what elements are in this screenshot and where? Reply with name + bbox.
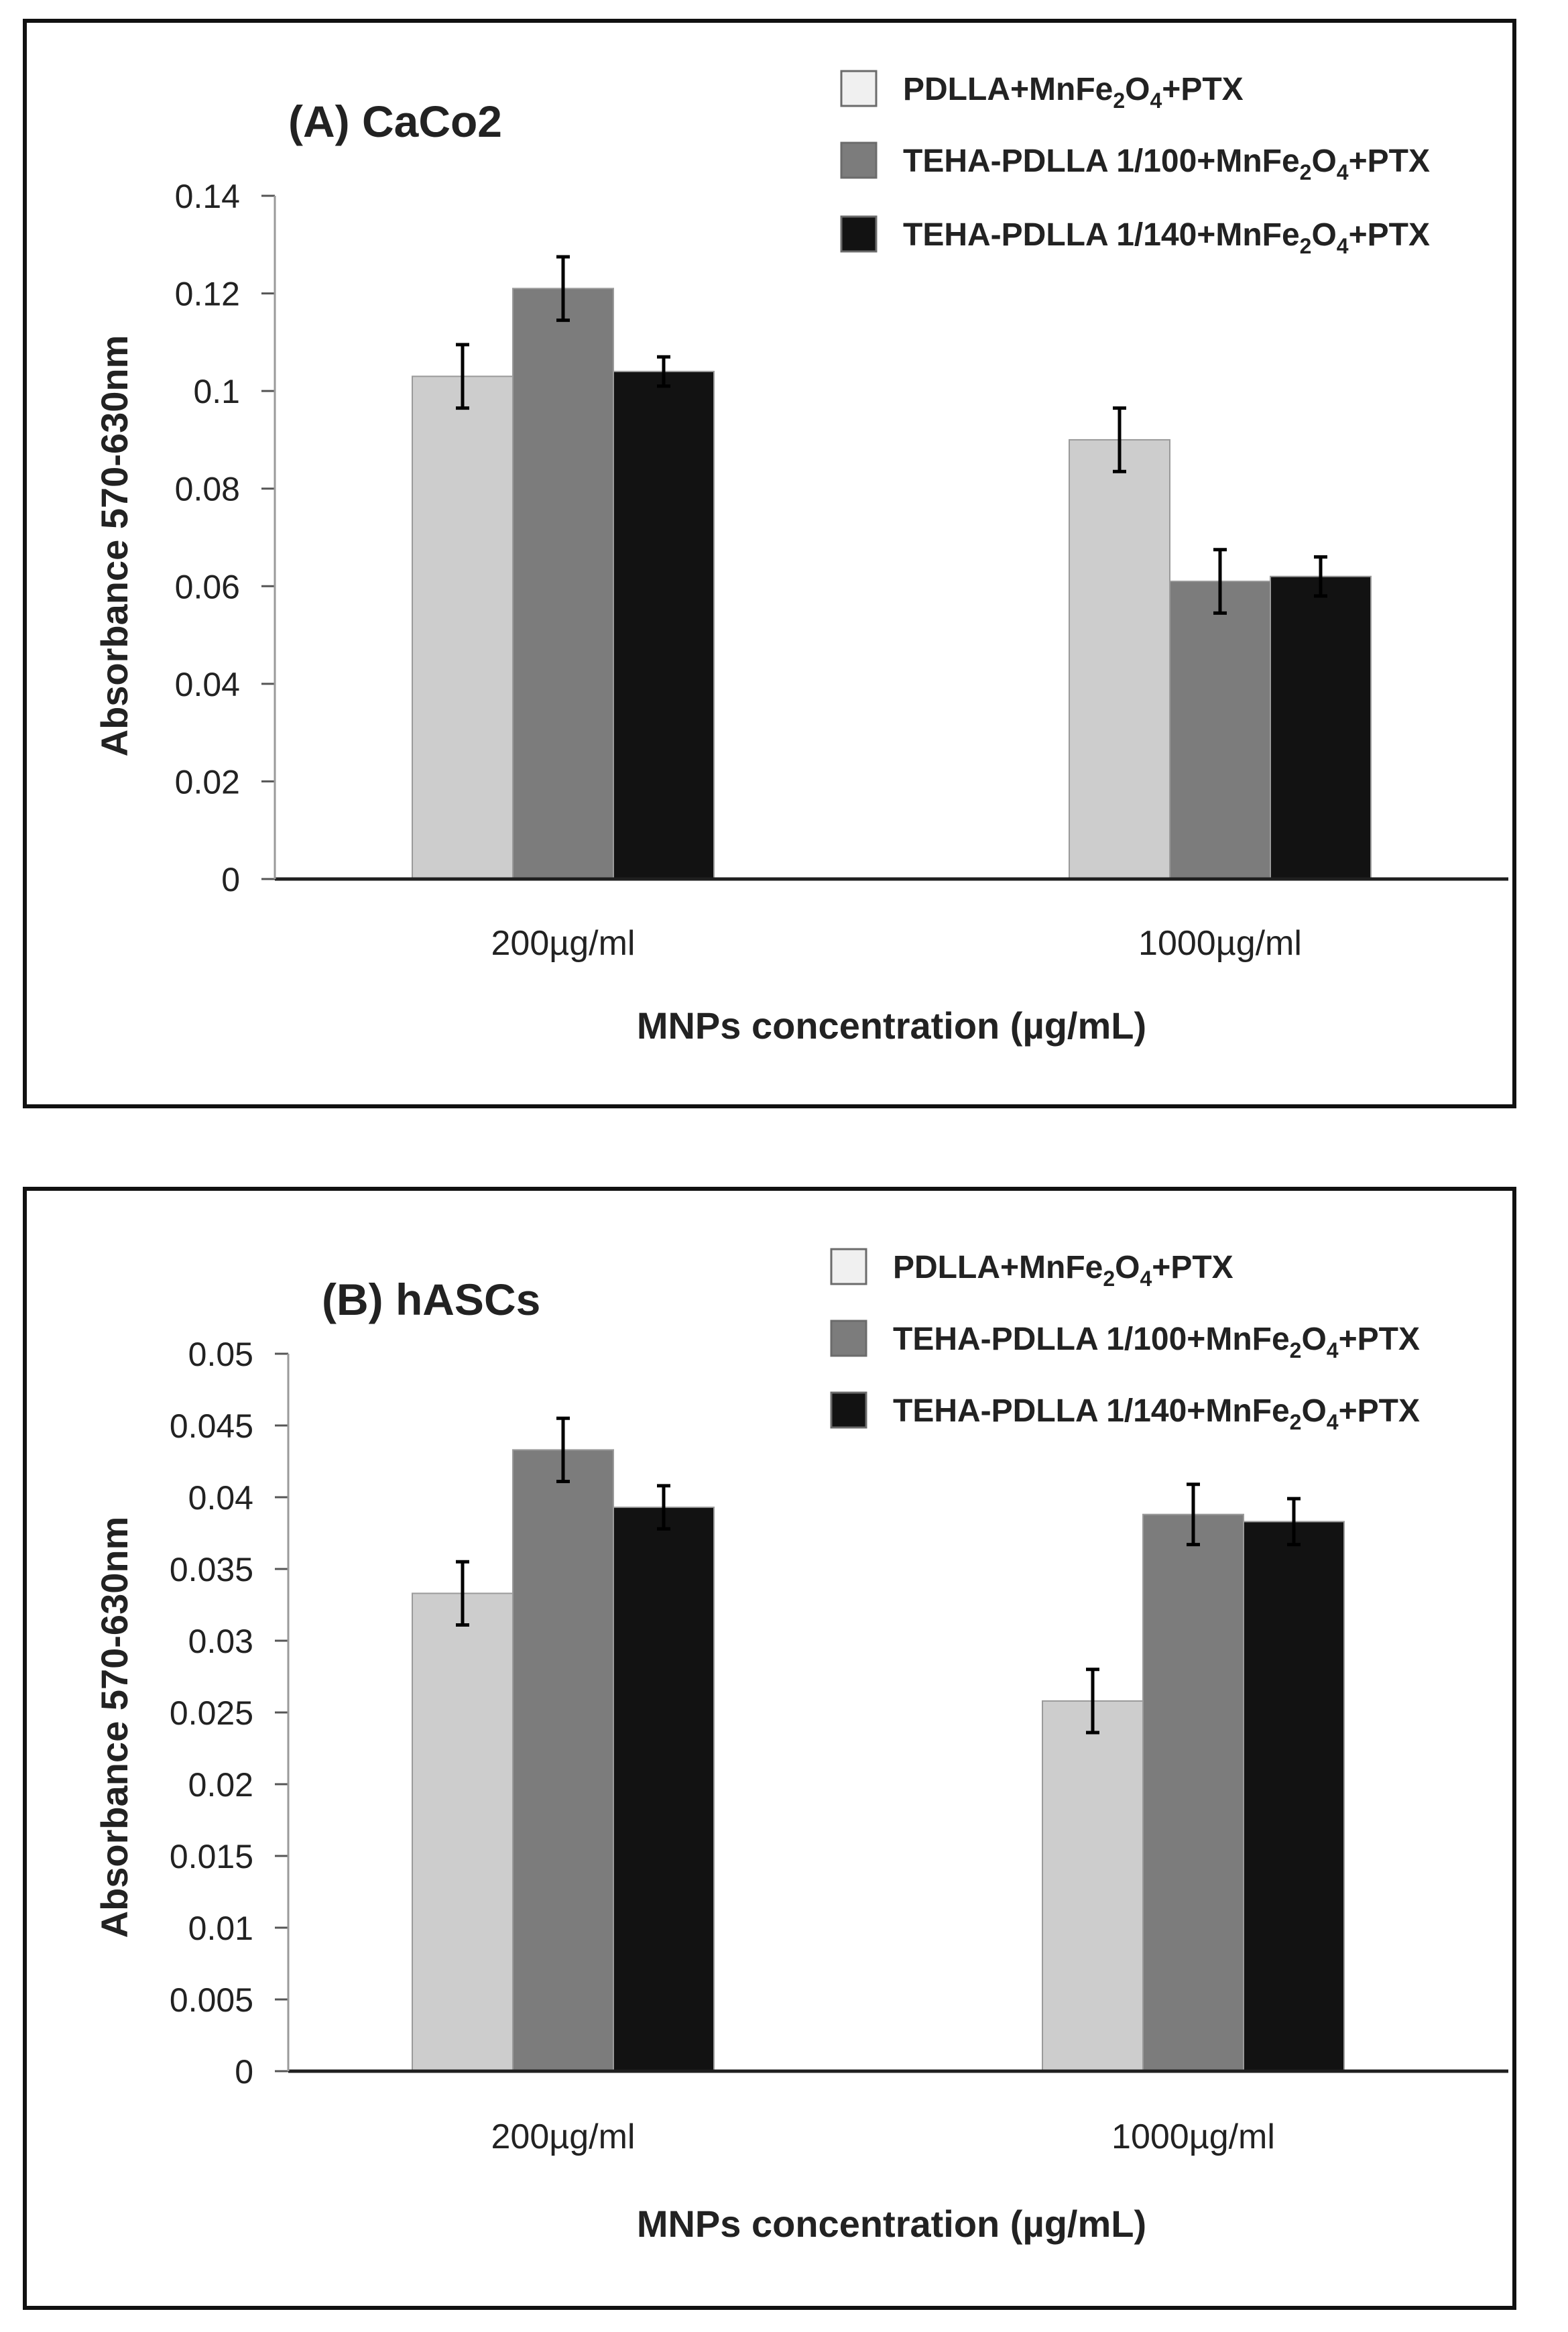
error-bar: [1213, 548, 1227, 615]
y-tick-label: 0.035: [170, 1551, 253, 1588]
y-axis-label-group: Absorbance 570-630nm: [93, 335, 135, 757]
bar-1-high: [1042, 1700, 1144, 2072]
error-bar: [1086, 1668, 1099, 1735]
legend-swatch: [830, 1320, 867, 1357]
y-tick-label: 0.03: [188, 1623, 253, 1660]
y-tick-label: 0: [235, 2053, 253, 2091]
error-bar: [456, 1560, 469, 1627]
legend-label: PDLLA+MnFe2O4+PTX: [893, 1250, 1233, 1291]
bar-1-low: [412, 375, 514, 880]
y-axis-label: Absorbance 570-630nm: [93, 335, 135, 757]
error-bar: [1287, 1497, 1301, 1547]
bar-series: [412, 288, 1372, 880]
y-axis-label: Absorbance 570-630nm: [93, 1517, 135, 1938]
chart-panel-caco2: (A) CaCo2 Absorbance 570-630nm 0 0.02 0.04…: [23, 19, 1516, 1108]
legend-swatch: [840, 215, 878, 253]
legend-label: TEHA-PDLLA 1/100+MnFe2O4+PTX: [903, 143, 1430, 184]
bar-2-low: [512, 288, 614, 880]
chart-title: (A) CaCo2: [288, 97, 502, 146]
legend-item: TEHA-PDLLA 1/100+MnFe2O4+PTX: [830, 1320, 1420, 1362]
legend-swatch: [830, 1248, 867, 1285]
bar-3-high: [1270, 575, 1372, 880]
legend-label: TEHA-PDLLA 1/140+MnFe2O4+PTX: [903, 217, 1430, 258]
legend-swatch: [830, 1391, 867, 1429]
chart-title: (B) hASCs: [322, 1275, 540, 1324]
legend: PDLLA+MnFe2O4+PTX TEHA-PDLLA 1/100+MnFe2O…: [840, 70, 1430, 258]
y-tick-label: 0.14: [175, 178, 240, 215]
y-tick-label: 0.04: [175, 666, 240, 703]
error-bar: [657, 1484, 670, 1531]
bar-3-low: [613, 371, 715, 880]
x-axis-label: MNPs concentration (µg/mL): [637, 2203, 1146, 2245]
legend-item: PDLLA+MnFe2O4+PTX: [840, 70, 1244, 113]
legend-swatch: [840, 70, 878, 107]
y-tick-label: 0.08: [175, 471, 240, 508]
bar-2-high: [1142, 1513, 1244, 2072]
bar-series: [412, 1449, 1345, 2073]
legend-item: TEHA-PDLLA 1/140+MnFe2O4+PTX: [830, 1391, 1420, 1434]
error-bar: [1113, 406, 1126, 473]
y-tick-label: 0.02: [188, 1766, 253, 1804]
x-axis-ticks: 200µg/ml 1000µg/ml: [491, 924, 1302, 963]
y-tick-label: 0.015: [170, 1838, 253, 1875]
y-tick-label: 0.025: [170, 1694, 253, 1732]
y-tick-label: 0.12: [175, 276, 240, 313]
legend-label: PDLLA+MnFe2O4+PTX: [903, 72, 1244, 113]
x-tick-label: 1000µg/ml: [1111, 2117, 1275, 2156]
bar-3-high: [1243, 1521, 1345, 2072]
legend-item: PDLLA+MnFe2O4+PTX: [830, 1248, 1233, 1291]
error-bar: [456, 343, 469, 410]
x-axis-label: MNPs concentration (µg/mL): [637, 1004, 1146, 1047]
bar-2-high: [1169, 581, 1271, 880]
x-tick-label: 200µg/ml: [491, 924, 636, 963]
legend-label: TEHA-PDLLA 1/140+MnFe2O4+PTX: [893, 1393, 1420, 1434]
error-bar: [1314, 555, 1327, 598]
legend-item: TEHA-PDLLA 1/140+MnFe2O4+PTX: [840, 215, 1430, 258]
chart-hascs: (B) hASCs Absorbance 570-630nm 0 0.005 0.0…: [93, 1248, 1508, 2245]
bar-3-low: [613, 1506, 715, 2073]
x-tick-label: 200µg/ml: [491, 2117, 636, 2156]
y-tick-label: 0.05: [188, 1336, 253, 1373]
y-tick-label: 0.02: [175, 763, 240, 801]
y-tick-label: 0: [221, 861, 240, 898]
error-bars: [456, 1416, 1301, 1735]
y-tick-label: 0.045: [170, 1407, 253, 1445]
y-axis-ticks: 0 0.005 0.01 0.015 0.02 0.025 0.03 0.035 0.04 0.0…: [170, 1336, 288, 2091]
chart-panel-hascs: (B) hASCs Absorbance 570-630nm 0 0.005 0.0…: [23, 1187, 1516, 2310]
error-bars: [456, 255, 1327, 615]
legend-item: TEHA-PDLLA 1/100+MnFe2O4+PTX: [840, 141, 1430, 184]
x-tick-label: 1000µg/ml: [1138, 924, 1302, 963]
bar-1-high: [1069, 439, 1170, 880]
bar-2-low: [512, 1449, 614, 2072]
y-tick-label: 0.1: [193, 373, 240, 410]
legend-label: TEHA-PDLLA 1/100+MnFe2O4+PTX: [893, 1322, 1420, 1362]
y-tick-label: 0.06: [175, 568, 240, 605]
error-bar: [556, 1416, 570, 1483]
y-axis-label-group: Absorbance 570-630nm: [93, 1517, 135, 1938]
chart-caco2: (A) CaCo2 Absorbance 570-630nm 0 0.02 0.04…: [93, 70, 1508, 1047]
error-bar: [657, 355, 670, 388]
y-axis-ticks: 0 0.02 0.04 0.06 0.08 0.1 0.12 0.14: [175, 178, 275, 898]
y-tick-label: 0.04: [188, 1479, 253, 1517]
y-tick-label: 0.01: [188, 1910, 253, 1947]
x-axis-ticks: 200µg/ml 1000µg/ml: [491, 2117, 1275, 2156]
legend-swatch: [840, 141, 878, 179]
error-bar: [556, 255, 570, 323]
error-bar: [1187, 1482, 1200, 1547]
bar-1-low: [412, 1592, 514, 2072]
legend: PDLLA+MnFe2O4+PTX TEHA-PDLLA 1/100+MnFe2O…: [830, 1248, 1420, 1434]
y-tick-label: 0.005: [170, 1981, 253, 2019]
